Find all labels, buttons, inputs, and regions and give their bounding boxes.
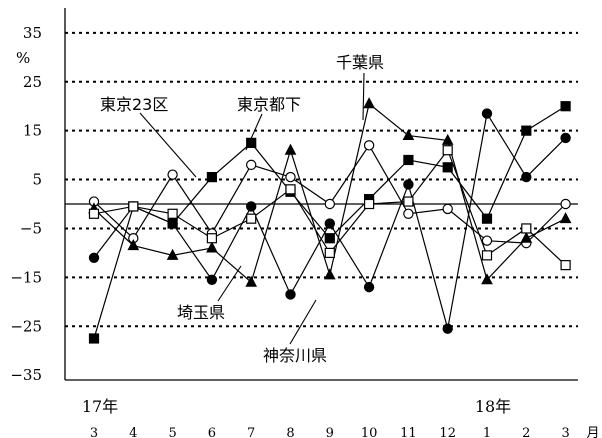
data-point: [481, 273, 493, 285]
series-3: [88, 97, 572, 287]
data-point: [245, 275, 258, 287]
leader-line: [362, 72, 365, 121]
x-tick-label: 11: [400, 426, 417, 438]
data-point: [442, 162, 453, 173]
data-point: [285, 171, 296, 183]
x-axis-unit: 月: [586, 426, 599, 438]
y-tick-label: 15: [23, 122, 42, 140]
data-point: [363, 97, 375, 109]
data-point: [245, 201, 257, 212]
data-point: [128, 201, 139, 212]
data-point: [245, 159, 257, 171]
data-point: [521, 125, 532, 136]
y-axis-label: %: [16, 49, 30, 67]
y-tick-label: −5: [20, 219, 42, 237]
x-tick-label: 9: [326, 426, 334, 438]
data-point: [442, 203, 453, 215]
y-tick-label: −15: [10, 268, 42, 286]
year-label: 17年: [82, 397, 118, 416]
data-point: [323, 268, 336, 280]
leader-line: [245, 113, 263, 151]
data-point: [481, 213, 493, 224]
data-point: [246, 213, 257, 224]
data-point: [88, 333, 100, 344]
data-point: [560, 101, 571, 112]
data-point: [481, 235, 493, 246]
y-tick-label: 5: [32, 171, 42, 189]
data-point: [284, 143, 297, 155]
data-point: [166, 248, 179, 260]
data-point: [363, 281, 375, 293]
data-point: [481, 108, 493, 119]
data-point: [206, 172, 217, 183]
data-point: [167, 169, 178, 180]
x-tick-label: 3: [561, 426, 569, 438]
y-tick-label: −25: [10, 317, 42, 335]
x-tick-label: 8: [286, 426, 294, 438]
data-point: [324, 247, 335, 258]
y-tick-label: 35: [23, 24, 42, 42]
data-point: [402, 128, 415, 141]
data-point: [403, 154, 414, 166]
series-annotation: 埼玉県: [177, 303, 225, 322]
data-point: [324, 218, 335, 229]
data-point: [521, 223, 532, 234]
x-tick-label: 1: [483, 426, 491, 438]
series-annotation: 東京23区: [100, 95, 168, 114]
series-annotation: 千葉県: [336, 53, 384, 72]
data-point: [559, 212, 572, 224]
data-point: [324, 198, 335, 210]
data-point: [363, 140, 375, 151]
data-point: [167, 218, 178, 229]
data-point: [364, 198, 375, 210]
leader-line: [139, 112, 197, 178]
x-tick-label: 3: [90, 426, 98, 438]
x-tick-label: 7: [247, 426, 255, 438]
data-point: [481, 250, 493, 261]
data-point: [560, 132, 571, 144]
x-tick-label: 2: [522, 426, 530, 438]
y-tick-label: 25: [23, 73, 42, 91]
data-point: [88, 252, 100, 263]
series-1: [88, 140, 571, 249]
data-point: [206, 274, 218, 285]
data-point: [403, 179, 414, 190]
year-label: 18年: [475, 397, 511, 416]
data-point: [206, 241, 218, 253]
data-point: [560, 260, 571, 271]
series-4: [88, 108, 571, 334]
data-point: [441, 133, 454, 145]
leader-line: [217, 265, 242, 302]
data-point: [285, 184, 296, 195]
series-annotation: 東京都下: [237, 95, 301, 114]
x-tick-label: 4: [129, 426, 137, 438]
data-point: [560, 198, 571, 210]
data-point: [442, 323, 453, 334]
data-point: [324, 233, 335, 244]
data-point: [520, 231, 533, 243]
y-tick-label: −35: [10, 366, 42, 384]
x-tick-label: 6: [208, 426, 216, 438]
data-point: [521, 171, 532, 183]
data-point: [403, 208, 414, 219]
leader-line: [289, 299, 317, 345]
x-tick-label: 5: [168, 426, 176, 438]
series-annotation: 神奈川県: [263, 346, 327, 365]
data-point: [88, 208, 100, 219]
data-point: [403, 196, 414, 207]
data-point: [206, 233, 217, 244]
data-point: [167, 208, 178, 219]
x-tick-label: 12: [439, 426, 456, 438]
data-point: [285, 289, 296, 300]
data-point: [442, 145, 453, 156]
series-5: [88, 145, 571, 271]
x-tick-label: 10: [361, 426, 378, 438]
data-point: [127, 238, 140, 251]
